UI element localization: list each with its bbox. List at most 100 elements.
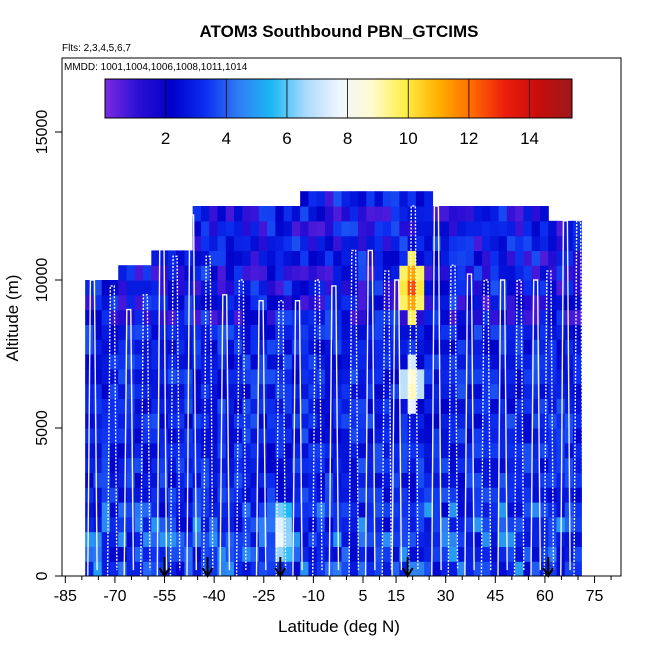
heat-cell (391, 546, 400, 562)
heat-cell (85, 546, 95, 562)
heat-cell (449, 398, 458, 414)
heat-cell (134, 428, 144, 444)
colorbar-tick-label: 4 (222, 129, 231, 148)
heat-cell (548, 516, 558, 533)
heat-cell (548, 339, 558, 355)
heat-cell (358, 191, 367, 207)
heat-cell (498, 428, 508, 444)
heat-cell (258, 516, 268, 533)
flight-profile-line (255, 300, 267, 576)
heat-cell (515, 235, 525, 251)
heat-cell (424, 502, 434, 518)
heat-cell (473, 442, 483, 459)
heat-cell (209, 516, 219, 533)
heat-cell (515, 472, 525, 488)
heat-cell (300, 191, 310, 207)
arrow-marker-head (401, 567, 414, 578)
heat-cell (506, 561, 516, 576)
heat-cell (366, 250, 376, 266)
heat-cell (449, 561, 458, 576)
heat-cell (333, 383, 343, 399)
heat-cell (366, 368, 376, 385)
heat-cell (457, 398, 467, 414)
heat-cell (564, 235, 574, 251)
heat-cell (399, 324, 409, 340)
heat-cell (275, 309, 285, 325)
heat-cell (523, 324, 533, 340)
heat-cell (308, 472, 318, 488)
heat-cell (424, 413, 434, 429)
heat-cell (424, 398, 434, 414)
heat-cell (250, 235, 260, 251)
heat-cell (366, 457, 376, 473)
heat-cell (283, 220, 293, 237)
heat-cell (407, 368, 417, 385)
heat-cell (531, 220, 541, 237)
heat-cell (556, 235, 566, 251)
heat-cell (324, 191, 334, 207)
heat-cell (225, 516, 235, 533)
heat-cell (242, 442, 252, 459)
heat-cell (449, 457, 458, 473)
heat-cell (424, 280, 434, 296)
heat-cell (300, 235, 310, 251)
heat-cell (424, 294, 434, 311)
heat-cell (415, 324, 425, 340)
heat-cell (176, 428, 185, 444)
heat-cell (291, 339, 301, 355)
heat-cell (134, 368, 144, 385)
heat-cell (217, 250, 227, 266)
heat-cell (523, 368, 533, 385)
heat-cell (267, 546, 276, 562)
heat-cell (316, 546, 326, 562)
heat-cell (374, 206, 384, 222)
heat-cell (93, 546, 103, 562)
heat-cell (101, 487, 111, 503)
heat-cell (498, 339, 508, 355)
heat-cell (200, 502, 210, 518)
colorbar-tick-label: 8 (343, 129, 352, 148)
heat-cell (258, 457, 268, 473)
heat-cell (300, 428, 310, 444)
heat-cell (473, 516, 483, 533)
heat-cell (349, 191, 359, 207)
heat-cell (556, 413, 566, 429)
heat-cell (415, 502, 425, 518)
heat-cell (258, 280, 268, 296)
heat-cell (308, 309, 318, 325)
heat-cell (333, 324, 343, 340)
heat-cell (440, 413, 450, 429)
heat-cell (209, 294, 219, 311)
heat-cell (424, 206, 434, 222)
heat-cell (176, 265, 185, 281)
heat-cell (573, 516, 582, 533)
heat-cell (267, 428, 276, 444)
heat-cell (283, 339, 293, 355)
heat-cell (167, 487, 177, 503)
heat-cell (573, 442, 582, 459)
heat-cell (482, 516, 491, 533)
heat-cell (275, 546, 285, 562)
heat-cell (457, 235, 467, 251)
heat-cell (118, 561, 128, 576)
flight-profile-line (219, 294, 231, 576)
heat-cell (225, 206, 235, 222)
heat-cell (374, 383, 384, 399)
heat-cell (275, 235, 285, 251)
heat-cell (349, 339, 359, 355)
heat-cell (415, 206, 425, 222)
heat-cell (242, 398, 252, 414)
heat-cell (415, 265, 425, 281)
heat-cell (291, 220, 301, 237)
heat-cell (432, 206, 442, 222)
heat-cell (349, 398, 359, 414)
heat-cell (399, 206, 409, 222)
x-tick-label: 5 (359, 588, 368, 605)
y-tick-label: 0 (34, 571, 51, 580)
heat-cell (482, 250, 491, 266)
heat-cell (308, 457, 318, 473)
heat-cell (432, 502, 442, 518)
heat-cell (457, 220, 467, 237)
heat-cell (250, 398, 260, 414)
